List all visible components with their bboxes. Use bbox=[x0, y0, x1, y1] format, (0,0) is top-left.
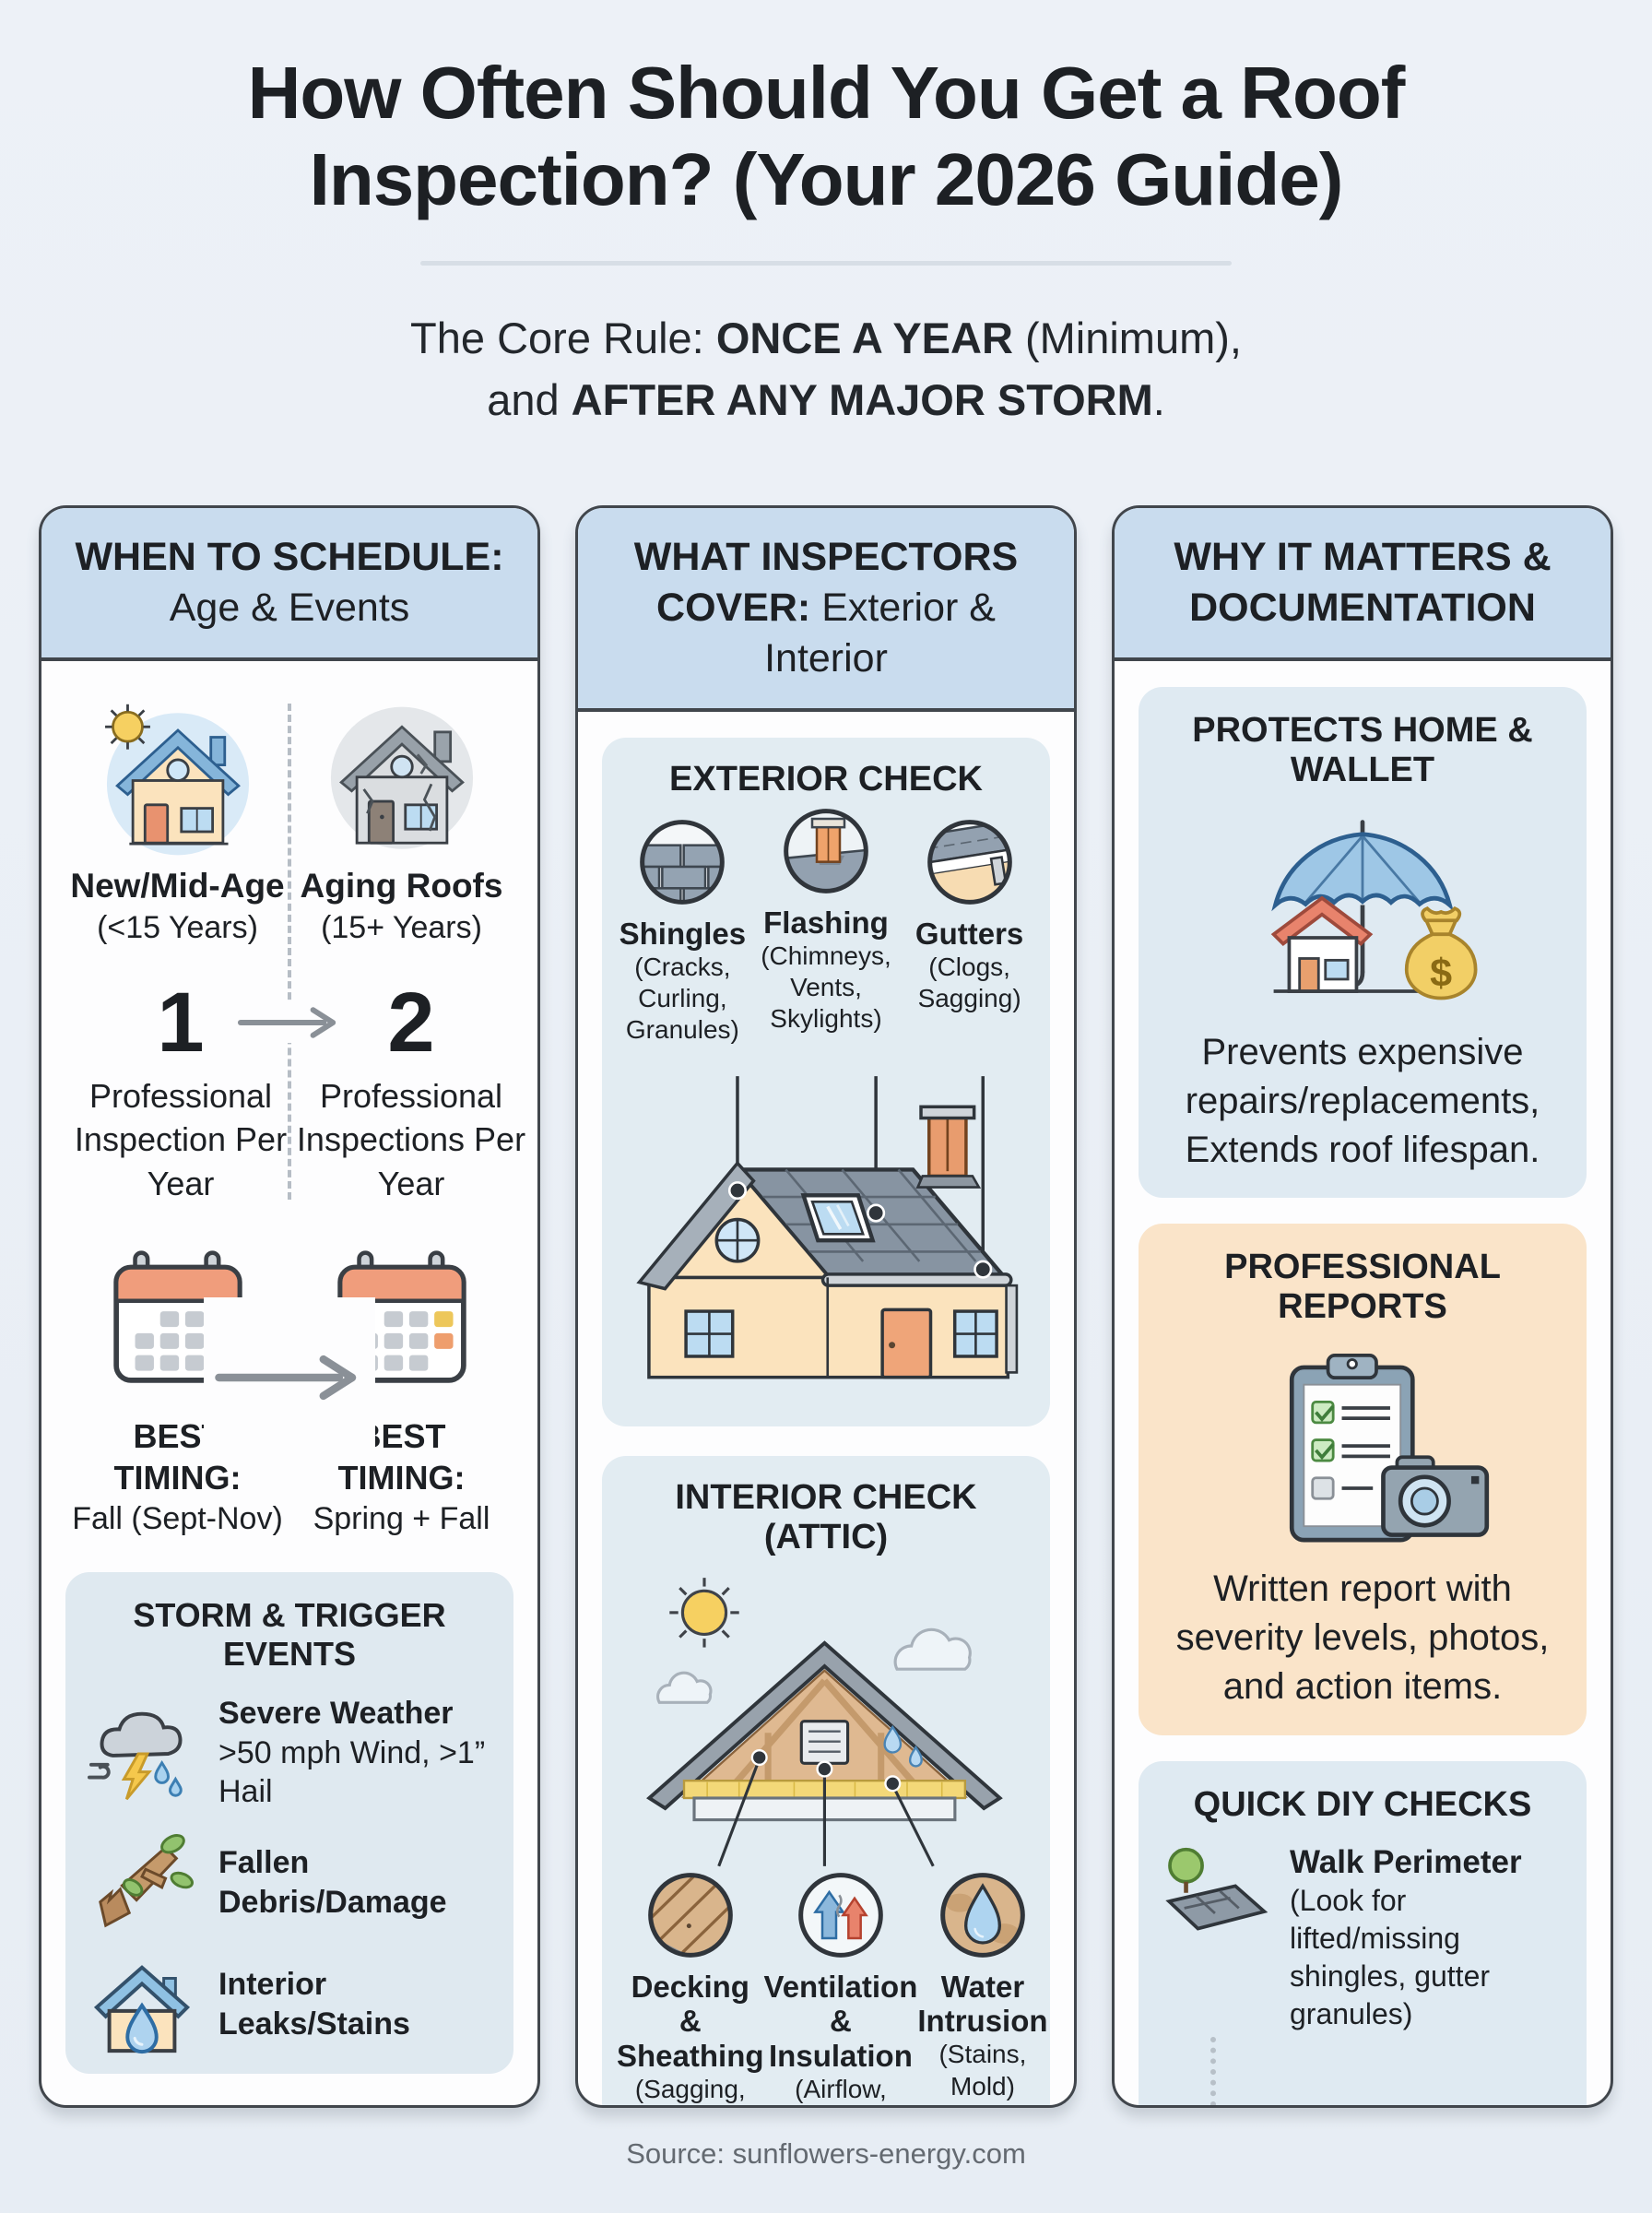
core-rule-subtitle: The Core Rule: ONCE A YEAR (Minimum), an… bbox=[0, 308, 1652, 431]
exterior-item-gutters: Gutters (Clogs, Sagging) bbox=[903, 816, 1035, 1046]
age-comparison: New/Mid-Age (<15 Years) Aging Roofs (15+… bbox=[65, 687, 525, 1206]
exterior-check-card: EXTERIOR CHECK bbox=[602, 738, 1050, 1426]
reports-card: PROFESSIONAL REPORTS bbox=[1139, 1224, 1587, 1735]
subtitle-pre: The Core Rule: bbox=[410, 314, 716, 363]
title-divider bbox=[420, 261, 1232, 266]
arrow-right-icon bbox=[204, 1297, 375, 1459]
interior-item-water: Water Intrusion (Stains, Mold) bbox=[917, 1869, 1048, 2106]
column-what-inspectors-cover: WHAT INSPECTORS COVER: Exterior & Interi… bbox=[575, 505, 1077, 2108]
col3-header: WHY IT MATTERS & DOCUMENTATION bbox=[1115, 508, 1611, 662]
columns-wrapper: WHEN TO SCHEDULE: Age & Events bbox=[39, 505, 1613, 2108]
page-title: How Often Should You Get a Roof Inspecti… bbox=[0, 0, 1652, 222]
interior-check-card: INTERIOR CHECK (ATTIC) bbox=[602, 1455, 1050, 2106]
count-one: 1 Professional Inspection Per Year bbox=[74, 975, 288, 1202]
diy-checks-card: QUICK DIY CHECKS Walk Perimeter bbox=[1139, 1760, 1587, 2105]
ventilation-icon bbox=[798, 1872, 883, 1958]
col1-header-normal: Age & Events bbox=[169, 586, 410, 631]
storm-row-debris: Fallen Debris/Damage bbox=[88, 1832, 491, 1934]
aging-house-icon bbox=[289, 687, 513, 865]
subtitle-post: . bbox=[1152, 374, 1165, 424]
protects-card: PROTECTS HOME & WALLET bbox=[1139, 687, 1587, 1199]
col1-header-bold: WHEN TO SCHEDULE: bbox=[75, 535, 504, 579]
subtitle-mid: (Minimum), bbox=[1012, 314, 1242, 363]
fallen-branch-icon bbox=[99, 1833, 194, 1928]
subtitle-bold-after-storm: AFTER ANY MAJOR STORM bbox=[571, 374, 1153, 424]
storm-row-weather: Severe Weather >50 mph Wind, >1” Hail bbox=[88, 1694, 491, 1812]
diy-walk-perimeter: Walk Perimeter (Look for lifted/missing … bbox=[1159, 1843, 1566, 2033]
col1-header: WHEN TO SCHEDULE: Age & Events bbox=[41, 508, 537, 662]
arrow-right-icon bbox=[228, 1001, 351, 1043]
col2-header-bold: WHAT INSPECTORS COVER: bbox=[633, 535, 1019, 631]
col2-header: WHAT INSPECTORS COVER: Exterior & Interi… bbox=[578, 508, 1074, 713]
storm-trigger-card: STORM & TRIGGER EVENTS Severe Weather >5… bbox=[65, 1572, 513, 2074]
age-label-new: New/Mid-Age (<15 Years) bbox=[70, 867, 285, 946]
col3-header-bold: WHY IT MATTERS & DOCUMENTATION bbox=[1174, 535, 1552, 631]
count-two: 2 Professional Inspections Per Year bbox=[296, 975, 526, 1202]
calendar-row bbox=[65, 1240, 513, 1459]
decking-icon bbox=[647, 1872, 733, 1958]
col3-body: PROTECTS HOME & WALLET bbox=[1115, 661, 1611, 2105]
clipboard-camera-icon bbox=[1289, 1354, 1490, 1543]
action-note: Action: Inspect within 48-72 Hours bbox=[65, 2074, 513, 2105]
shingles-icon bbox=[640, 820, 726, 905]
inspection-counts: 1 Professional Inspection Per Year 2 Pro… bbox=[65, 975, 525, 1206]
col2-header-normal: Exterior & Interior bbox=[764, 586, 996, 681]
leak-house-icon bbox=[93, 1964, 191, 2053]
subtitle-bold-once-a-year: ONCE A YEAR bbox=[715, 314, 1013, 363]
timing-fall: BEST TIMING: Fall (Sept-Nov) bbox=[72, 1417, 283, 1537]
dotted-connector bbox=[1210, 2036, 1566, 2105]
age-label-aging: Aging Roofs (15+ Years) bbox=[300, 867, 503, 946]
exterior-house-illustration bbox=[636, 1075, 1019, 1379]
title-line-1: How Often Should You Get a Roof bbox=[247, 52, 1406, 134]
gutters-icon bbox=[924, 820, 1016, 908]
exterior-item-shingles: Shingles (Cracks, Curling, Granules) bbox=[617, 816, 749, 1046]
water-intrusion-icon bbox=[940, 1872, 1025, 1958]
walk-perimeter-icon bbox=[1165, 1847, 1268, 1931]
new-house-icon bbox=[65, 687, 289, 865]
interior-item-decking: Decking & Sheathing (Sagging, Soft Spots… bbox=[617, 1869, 764, 2106]
umbrella-house-money-icon: $ bbox=[1270, 820, 1478, 1000]
column-why-it-matters: WHY IT MATTERS & DOCUMENTATION PROTECTS … bbox=[1112, 505, 1613, 2108]
flashing-icon bbox=[784, 809, 868, 893]
col1-body: New/Mid-Age (<15 Years) Aging Roofs (15+… bbox=[41, 661, 537, 2105]
col2-body: EXTERIOR CHECK bbox=[578, 712, 1074, 2105]
attic-illustration bbox=[646, 1577, 1003, 1867]
interior-item-ventilation: Ventilation & Insulation (Airflow, Dampn… bbox=[764, 1869, 917, 2106]
source-credit: Source: sunflowers-energy.com bbox=[626, 2137, 1026, 2170]
svg-text:$: $ bbox=[1430, 951, 1452, 995]
exterior-item-flashing: Flashing (Chimneys, Vents, Skylights) bbox=[749, 809, 903, 1046]
subtitle-line2-pre: and bbox=[487, 374, 572, 424]
title-line-2: Inspection? (Your 2026 Guide) bbox=[309, 137, 1344, 220]
storm-cloud-icon bbox=[88, 1711, 183, 1801]
column-when-to-schedule: WHEN TO SCHEDULE: Age & Events bbox=[39, 505, 540, 2108]
storm-row-leaks: Interior Leaks/Stains bbox=[88, 1954, 491, 2055]
